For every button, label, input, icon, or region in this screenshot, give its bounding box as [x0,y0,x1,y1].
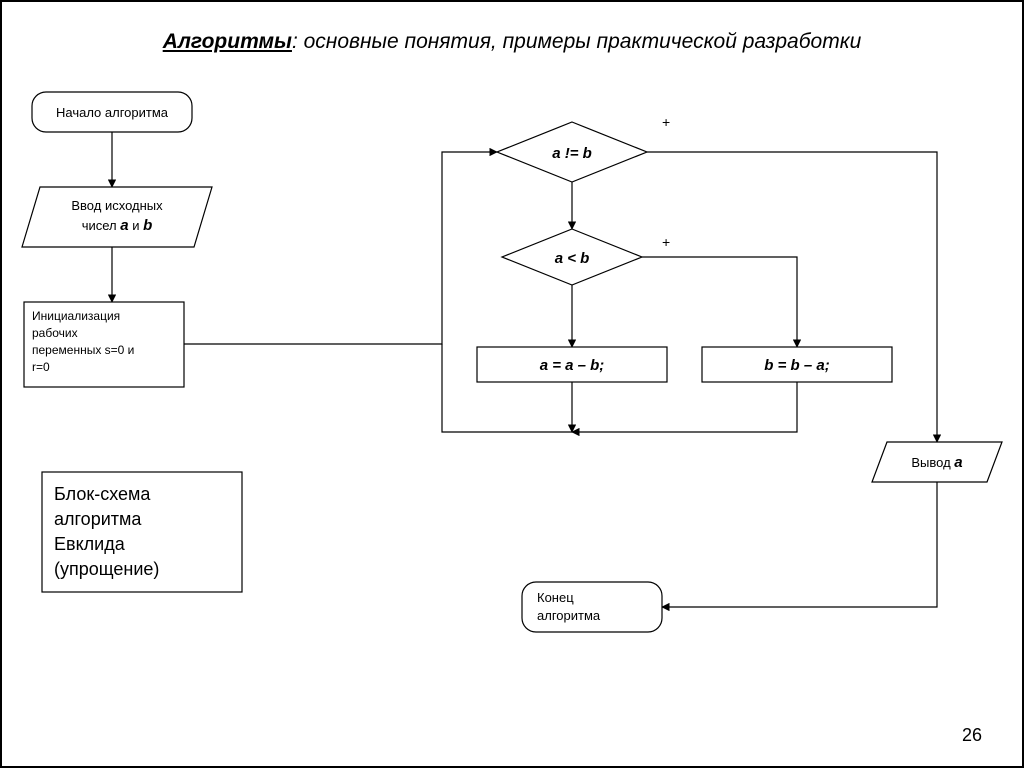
node-proc1-label: a = a – b; [540,357,605,374]
node-caption-l3: Евклида [54,534,126,554]
node-end-l1: Конец [537,590,574,605]
node-input-line1: Ввод исходных [71,198,163,213]
node-init-l3: переменных s=0 и [32,343,134,357]
node-caption-l4: (упрощение) [54,559,159,579]
edge [647,152,937,442]
node-input-line2: чисел a и b [82,217,153,234]
page-frame: Алгоритмы: основные понятия, примеры пра… [0,0,1024,768]
node-init-l1: Инициализация [32,309,120,323]
node-start-label: Начало алгоритма [56,105,169,120]
flowchart-canvas: + + Начало алгоритма Ввод исходных чисел… [2,2,1024,770]
node-proc2-label: b = b – a; [764,357,829,374]
node-caption-l1: Блок-схема [54,484,151,504]
edge [184,152,497,344]
edge [642,257,797,347]
plus-label: + [662,114,670,130]
node-init-l4: r=0 [32,360,50,374]
edge [662,482,937,607]
node-cond2-label: a < b [555,250,590,267]
page-number: 26 [962,725,982,746]
node-init-l2: рабочих [32,326,78,340]
node-end-l2: алгоритма [537,608,601,623]
node-input [22,187,212,247]
plus-label: + [662,234,670,250]
node-cond1-label: a != b [552,145,592,162]
node-caption-l2: алгоритма [54,509,142,529]
edge [572,382,797,432]
node-output-label: Вывод a [911,454,962,471]
